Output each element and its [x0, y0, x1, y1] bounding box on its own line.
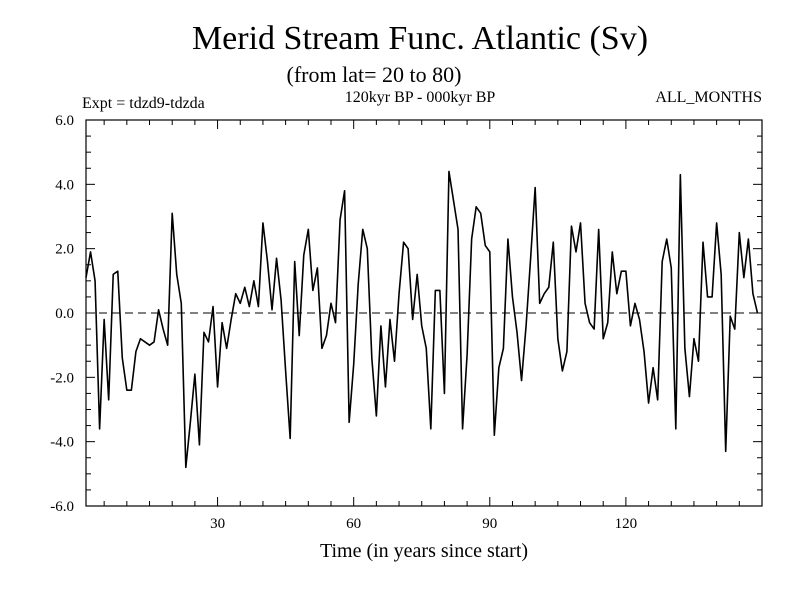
chart-subtitle: (from lat= 20 to 80)	[287, 62, 462, 87]
y-tick-label: 0.0	[55, 306, 74, 322]
y-tick-label: -4.0	[50, 435, 74, 451]
y-tick-label: -2.0	[50, 370, 74, 386]
x-tick-label: 60	[346, 516, 361, 532]
chart-title: Merid Stream Func. Atlantic (Sv)	[192, 20, 648, 57]
experiment-label: Expt = tdzd9-tdzda	[82, 95, 205, 112]
period-label: 120kyr BP - 000kyr BP	[345, 89, 496, 106]
y-tick-label: -6.0	[50, 499, 74, 515]
plot-frame	[85, 119, 763, 507]
tick-labels: 30 60 90 120 -6.0 -4.0 -2.0 0.0 2.0 4.0 6.0	[50, 113, 637, 532]
series-line	[85, 170, 759, 469]
x-tick-label: 90	[482, 516, 497, 532]
months-label: ALL_MONTHS	[655, 89, 762, 106]
x-axis-label: Time (in years since start)	[320, 540, 528, 562]
y-tick-label: 4.0	[55, 177, 74, 193]
x-tick-label: 120	[615, 516, 638, 532]
x-tick-label: 30	[210, 516, 225, 532]
y-tick-label: 2.0	[55, 242, 74, 258]
y-tick-label: 6.0	[55, 113, 74, 129]
